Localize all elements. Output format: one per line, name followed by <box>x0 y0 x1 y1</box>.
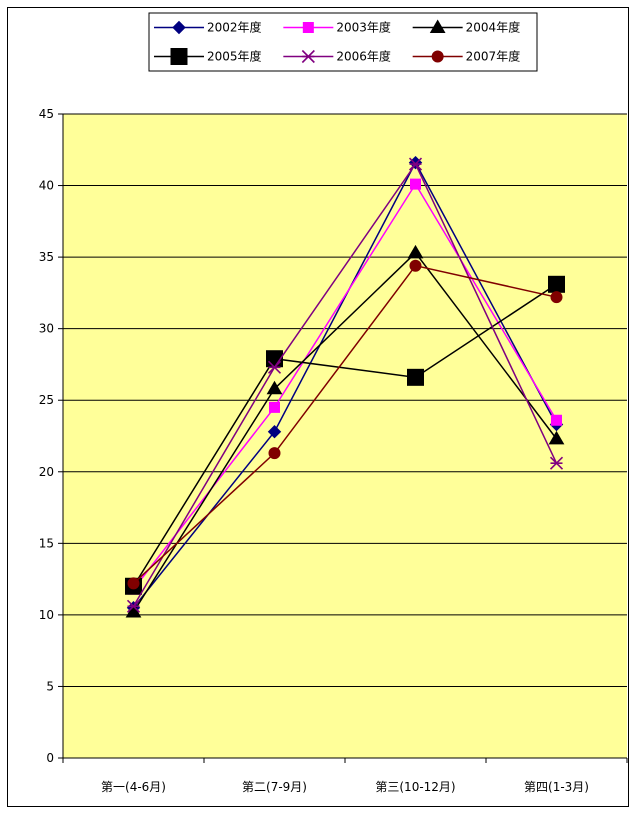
series-2-point-3 <box>410 178 421 190</box>
legend-marker-1 <box>172 20 186 35</box>
legend-marker-4 <box>170 48 188 65</box>
line-chart: 0 5 10 15 20 25 30 35 40 45 第一(4-6月) 第二(7-9月) 第三(10-… <box>39 12 628 794</box>
y-tick-label-0: 0 <box>46 751 54 765</box>
series-6-point-2 <box>268 447 281 460</box>
y-tick-label-45: 45 <box>39 107 54 121</box>
legend-box <box>148 12 538 72</box>
x-tick-label-2: 第二(7-9月) <box>242 780 307 794</box>
series-6-point-3 <box>409 259 422 272</box>
legend-item-2: 2003年度 <box>283 20 391 35</box>
series-5-line <box>132 162 558 607</box>
series-2-point-4 <box>551 414 562 426</box>
legend-label-4: 2005年度 <box>207 49 262 64</box>
series-3-line <box>132 251 558 613</box>
series-3-point-3 <box>407 244 424 259</box>
series-1-line <box>132 161 558 609</box>
series-6-point-1 <box>127 577 140 590</box>
series-3-point-4 <box>548 430 565 445</box>
legend-item-5: 2006年度 <box>283 49 391 64</box>
y-tick-label-40: 40 <box>39 179 54 193</box>
legend-label-6: 2007年度 <box>466 49 521 64</box>
x-tick-label-3: 第三(10-12月) <box>375 780 455 794</box>
series-4-point-3 <box>407 368 424 386</box>
series-3-point-2 <box>266 380 283 395</box>
legend-marker-2 <box>302 22 314 33</box>
legend-label-5: 2006年度 <box>336 49 391 64</box>
legend-item-3: 2004年度 <box>412 19 521 35</box>
legend-item-1: 2002年度 <box>154 20 262 35</box>
legend-label-3: 2004年度 <box>466 20 521 35</box>
legend-label-2: 2003年度 <box>336 20 391 35</box>
x-tick-label-1: 第一(4-6月) <box>101 780 166 794</box>
series-3-point-1 <box>125 604 142 618</box>
plot-area <box>63 114 627 758</box>
chart-frame: 0 5 10 15 20 25 30 35 40 45 第一(4-6月) 第二(7-9月) 第三(10-… <box>7 7 629 807</box>
series-2-line <box>132 182 558 590</box>
legend-label-1: 2002年度 <box>207 20 262 35</box>
series-5-point-3 <box>408 157 423 171</box>
legend-marker-5 <box>301 49 315 64</box>
series-6-line <box>132 264 557 584</box>
legend-marker-3 <box>429 19 446 33</box>
series-6-point-4 <box>550 291 563 304</box>
y-tick-label-35: 35 <box>39 250 54 264</box>
series-5-point-4 <box>549 456 564 470</box>
legend-marker-6 <box>431 50 444 63</box>
y-tick-label-20: 20 <box>39 465 54 479</box>
series-2-point-2 <box>269 401 280 413</box>
y-tick-label-15: 15 <box>39 536 54 550</box>
x-tick-label-4: 第四(1-3月) <box>524 780 589 794</box>
series-5-point-1 <box>126 599 141 613</box>
series-1-point-2 <box>267 424 282 439</box>
y-tick-label-5: 5 <box>46 679 54 693</box>
legend-item-6: 2007年度 <box>412 49 521 64</box>
series-4-point-4 <box>548 275 565 293</box>
y-tick-label-30: 30 <box>39 322 54 336</box>
legend-item-4: 2005年度 <box>154 48 262 65</box>
y-tick-label-25: 25 <box>39 393 54 407</box>
series-4-line <box>132 283 557 587</box>
y-tick-label-10: 10 <box>39 608 54 622</box>
series-5-point-2 <box>267 360 282 374</box>
